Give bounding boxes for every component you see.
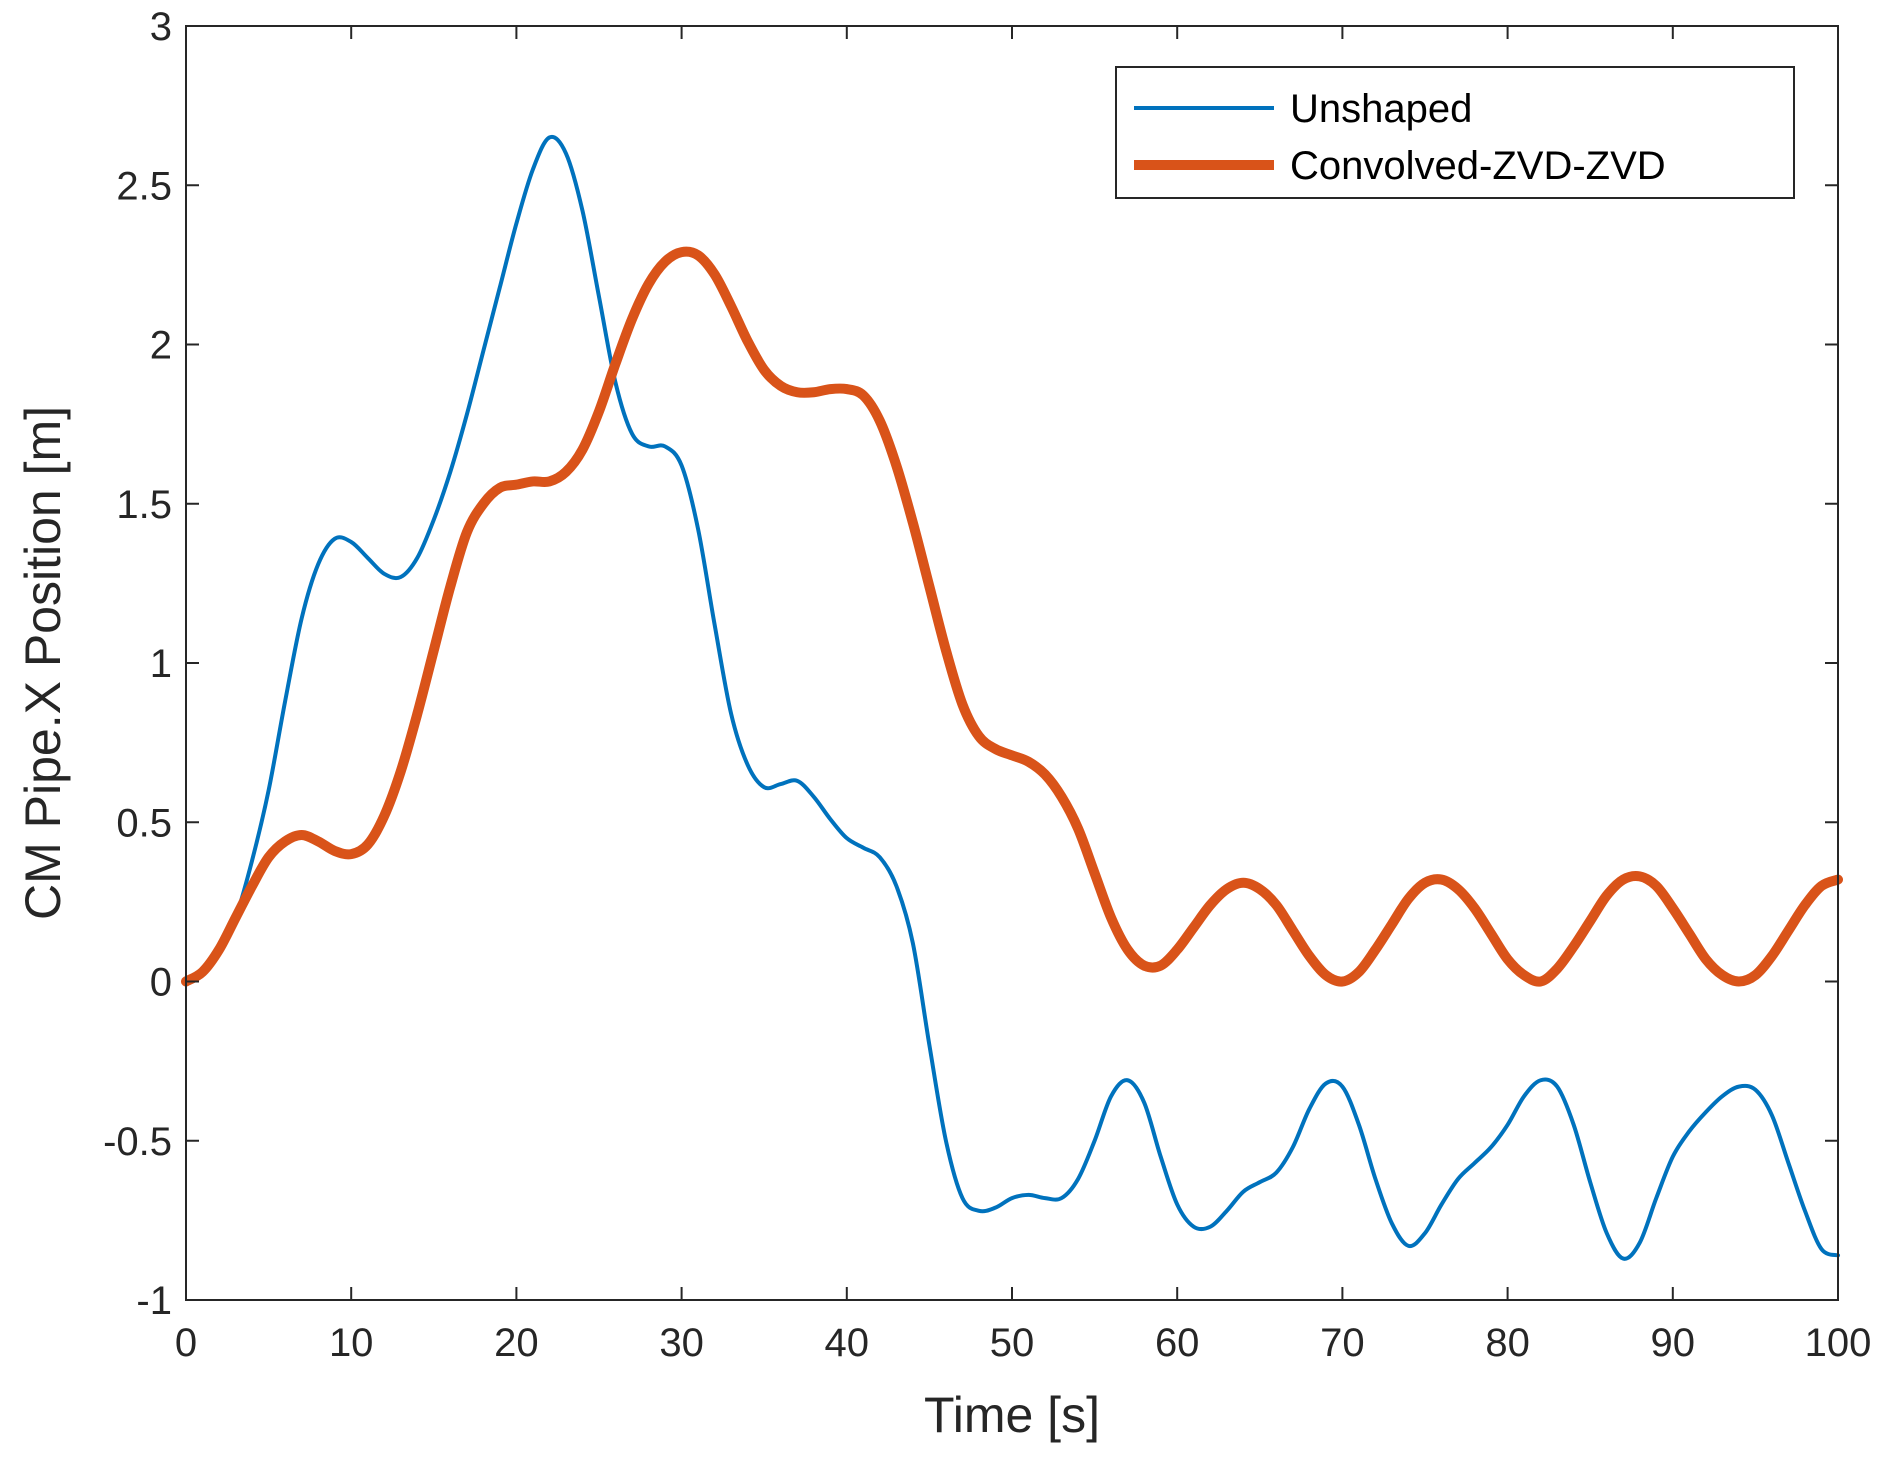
y-tick-label: 2 (150, 324, 172, 368)
legend-box (1115, 66, 1795, 199)
y-tick-label: 0 (150, 961, 172, 1005)
y-tick-label: 1 (150, 642, 172, 686)
x-tick-label: 60 (1155, 1321, 1200, 1365)
plot-area (186, 26, 1838, 1300)
legend: Unshaped Convolved-ZVD-ZVD (1115, 66, 1795, 199)
y-tick-label: -0.5 (103, 1120, 172, 1164)
series-line-unshaped (184, 134, 1840, 1261)
y-tick-label: 0.5 (116, 801, 172, 845)
series-layer (181, 134, 1843, 1261)
x-tick-label: 90 (1651, 1321, 1696, 1365)
legend-label-unshaped: Unshaped (1290, 87, 1472, 131)
y-axis-label: CM Pipe.X Position [m] (15, 406, 71, 920)
y-tick-label: 2.5 (116, 164, 172, 208)
x-axis-label: Time [s] (924, 1387, 1100, 1443)
x-tick-label: 70 (1320, 1321, 1365, 1365)
y-tick-label: 3 (150, 5, 172, 49)
x-tick-label: 40 (825, 1321, 870, 1365)
x-tick-label: 20 (494, 1321, 539, 1365)
legend-label-convolved-zvd-zvd: Convolved-ZVD-ZVD (1290, 144, 1666, 188)
x-tick-label: 100 (1805, 1321, 1872, 1365)
x-tick-label: 10 (329, 1321, 374, 1365)
x-tick-label: 0 (175, 1321, 197, 1365)
x-tick-label: 80 (1485, 1321, 1530, 1365)
ticks-layer: 0 10 20 30 40 50 60 70 80 90 100 -1 -0.5 0 0.5 1 1.5 2 2.5… (103, 5, 1871, 1365)
x-tick-label: 50 (990, 1321, 1035, 1365)
y-tick-label: 1.5 (116, 483, 172, 527)
series-line-convolved-zvd-zvd (181, 246, 1843, 987)
x-tick-label: 30 (659, 1321, 704, 1365)
y-tick-label: -1 (136, 1279, 172, 1323)
